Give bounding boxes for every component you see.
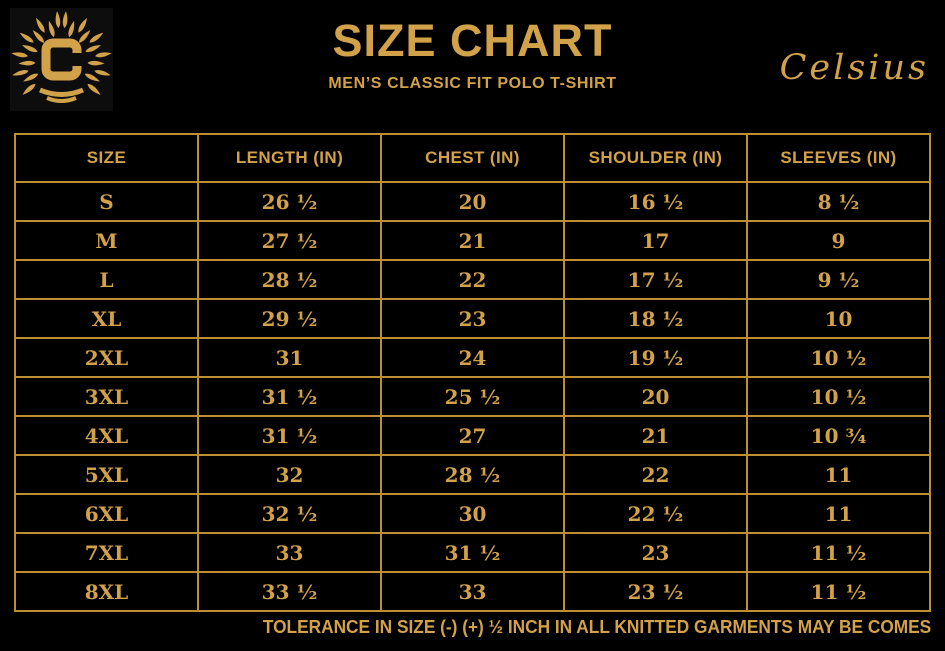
table-row: XL 29 ½ 23 18 ½ 10 — [14, 298, 931, 339]
length-cell: 33 — [197, 532, 382, 573]
sleeves-cell: 11 — [746, 493, 931, 534]
shoulder-cell: 19 ½ — [563, 337, 748, 378]
size-cell: 7XL — [14, 532, 199, 573]
table-row: S 26 ½ 20 16 ½ 8 ½ — [14, 181, 931, 222]
table-row: 4XL 31 ½ 27 21 10 ¾ — [14, 415, 931, 456]
shoulder-cell: 23 — [563, 532, 748, 573]
header-row: SIZE LENGTH (IN) CHEST (IN) SHOULDER (IN… — [14, 133, 931, 183]
sleeves-cell: 10 ½ — [746, 376, 931, 417]
tolerance-note: TOLERANCE IN SIZE (-) (+) ½ INCH IN ALL … — [262, 617, 931, 637]
size-cell: 3XL — [14, 376, 199, 417]
sleeves-cell: 10 ¾ — [746, 415, 931, 456]
sleeves-cell: 11 ½ — [746, 571, 931, 612]
table-row: L 28 ½ 22 17 ½ 9 ½ — [14, 259, 931, 300]
size-cell: XL — [14, 298, 199, 339]
sleeves-cell: 10 ½ — [746, 337, 931, 378]
sleeves-cell: 11 ½ — [746, 532, 931, 573]
page-subtitle: MEN’S CLASSIC FIT POLO T-SHIRT — [328, 74, 617, 92]
chest-cell: 28 ½ — [380, 454, 565, 495]
shoulder-cell: 16 ½ — [563, 181, 748, 222]
column-header-shoulder: SHOULDER (IN) — [563, 133, 748, 183]
length-cell: 33 ½ — [197, 571, 382, 612]
column-header-length: LENGTH (IN) — [197, 133, 382, 183]
table-row: 8XL 33 ½ 33 23 ½ 11 ½ — [14, 571, 931, 612]
chest-cell: 27 — [380, 415, 565, 456]
shoulder-cell: 17 — [563, 220, 748, 261]
header-titles: SIZE CHART MEN’S CLASSIC FIT POLO T-SHIR… — [0, 16, 945, 93]
size-cell: 6XL — [14, 493, 199, 534]
length-cell: 32 ½ — [197, 493, 382, 534]
laurel-wreath-icon — [10, 8, 113, 111]
length-cell: 31 ½ — [197, 415, 382, 456]
brand-name: Celsius — [779, 48, 929, 88]
shoulder-cell: 22 ½ — [563, 493, 748, 534]
shoulder-cell: 22 — [563, 454, 748, 495]
table-row: 2XL 31 24 19 ½ 10 ½ — [14, 337, 931, 378]
shoulder-cell: 18 ½ — [563, 298, 748, 339]
chest-cell: 24 — [380, 337, 565, 378]
table-row: 5XL 32 28 ½ 22 11 — [14, 454, 931, 495]
chest-cell: 31 ½ — [380, 532, 565, 573]
shoulder-cell: 23 ½ — [563, 571, 748, 612]
sleeves-cell: 11 — [746, 454, 931, 495]
size-cell: 2XL — [14, 337, 199, 378]
shoulder-cell: 21 — [563, 415, 748, 456]
chest-cell: 30 — [380, 493, 565, 534]
table-row: 3XL 31 ½ 25 ½ 20 10 ½ — [14, 376, 931, 417]
chest-cell: 25 ½ — [380, 376, 565, 417]
chest-cell: 33 — [380, 571, 565, 612]
chest-cell: 21 — [380, 220, 565, 261]
length-cell: 29 ½ — [197, 298, 382, 339]
column-header-sleeves: SLEEVES (IN) — [746, 133, 931, 183]
size-cell: 4XL — [14, 415, 199, 456]
page-title: SIZE CHART — [332, 15, 613, 66]
length-cell: 27 ½ — [197, 220, 382, 261]
chest-cell: 20 — [380, 181, 565, 222]
length-cell: 31 ½ — [197, 376, 382, 417]
sleeves-cell: 8 ½ — [746, 181, 931, 222]
shoulder-cell: 20 — [563, 376, 748, 417]
size-cell: L — [14, 259, 199, 300]
size-cell: S — [14, 181, 199, 222]
brand-logo — [10, 8, 113, 111]
table-row: M 27 ½ 21 17 9 — [14, 220, 931, 261]
chest-cell: 22 — [380, 259, 565, 300]
column-header-size: SIZE — [14, 133, 199, 183]
table-row: 7XL 33 31 ½ 23 11 ½ — [14, 532, 931, 573]
size-table-header: SIZE LENGTH (IN) CHEST (IN) SHOULDER (IN… — [14, 133, 931, 183]
size-table: SIZE LENGTH (IN) CHEST (IN) SHOULDER (IN… — [14, 133, 931, 612]
table-row: 6XL 32 ½ 30 22 ½ 11 — [14, 493, 931, 534]
sleeves-cell: 9 — [746, 220, 931, 261]
size-cell: M — [14, 220, 199, 261]
size-cell: 5XL — [14, 454, 199, 495]
chest-cell: 23 — [380, 298, 565, 339]
length-cell: 28 ½ — [197, 259, 382, 300]
length-cell: 26 ½ — [197, 181, 382, 222]
column-header-chest: CHEST (IN) — [380, 133, 565, 183]
length-cell: 31 — [197, 337, 382, 378]
size-table-body: S 26 ½ 20 16 ½ 8 ½ M 27 ½ 21 17 9 L 28 ½… — [14, 181, 931, 612]
shoulder-cell: 17 ½ — [563, 259, 748, 300]
size-cell: 8XL — [14, 571, 199, 612]
sleeves-cell: 10 — [746, 298, 931, 339]
sleeves-cell: 9 ½ — [746, 259, 931, 300]
length-cell: 32 — [197, 454, 382, 495]
